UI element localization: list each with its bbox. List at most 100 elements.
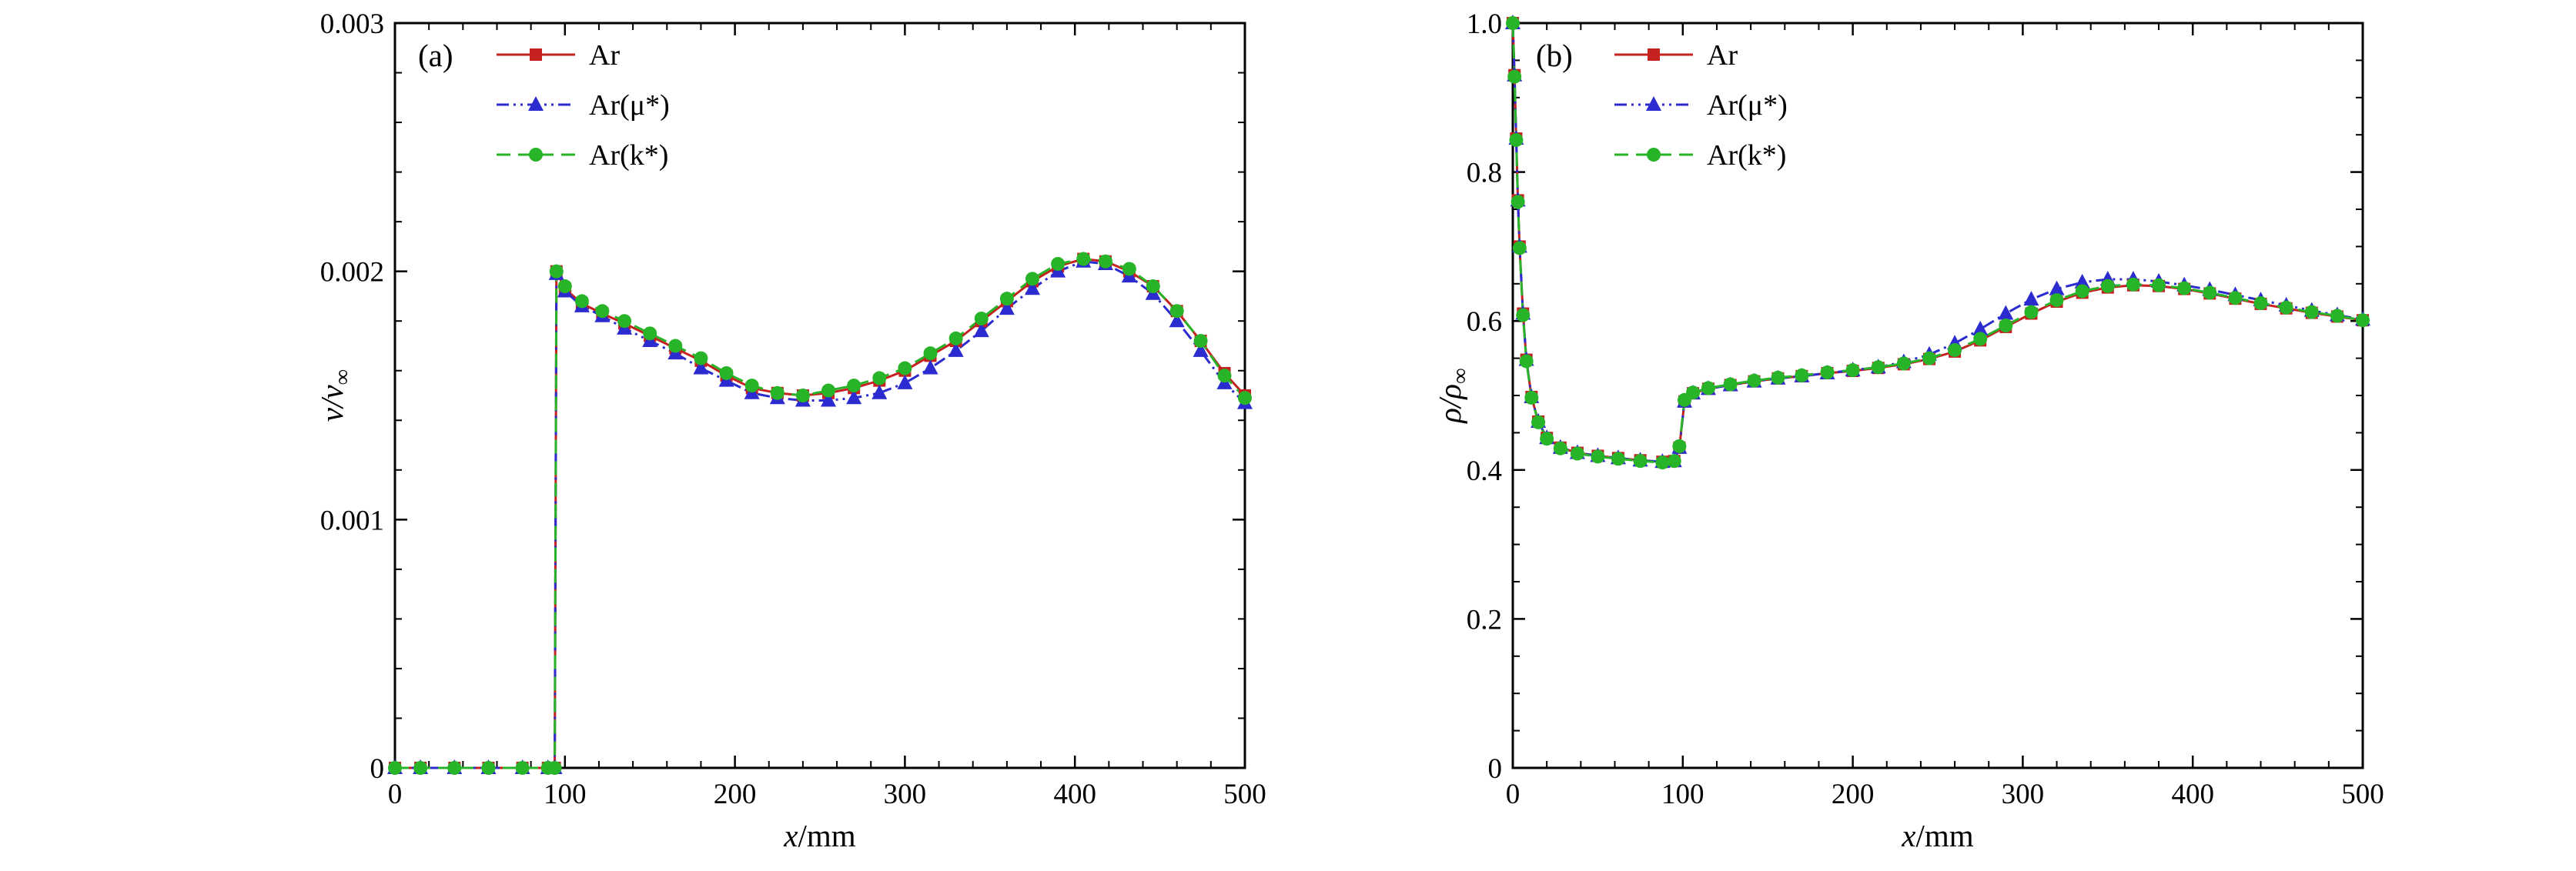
circle-marker [1122, 262, 1136, 276]
ticks [393, 22, 1246, 769]
circle-marker [1655, 456, 1670, 470]
y-tick-label: 0.6 [1467, 306, 1502, 338]
circle-marker [1098, 254, 1112, 269]
circle-marker [1723, 377, 1738, 392]
circle-marker [1540, 432, 1554, 446]
circle-marker [1524, 390, 1539, 405]
circle-marker [1506, 16, 1520, 30]
circle-marker [1519, 354, 1534, 369]
circle-marker [595, 304, 610, 319]
circle-marker [549, 264, 564, 279]
circle-marker [643, 326, 657, 341]
circle-marker [1512, 241, 1527, 255]
circle-marker [1217, 369, 1232, 383]
series-lines [395, 258, 1246, 769]
circle-marker [668, 339, 683, 353]
y-tick-label: 0.4 [1467, 456, 1502, 487]
circle-marker [1667, 454, 1681, 469]
x-tick-label: 400 [2171, 779, 2214, 810]
circle-marker [1922, 351, 1936, 365]
circle-marker [2049, 293, 2064, 308]
panel-label: (a) [418, 38, 453, 73]
triangle-marker [897, 374, 913, 389]
triangle-marker [1025, 280, 1040, 295]
legend-label: Ar(μ*) [1707, 89, 1788, 122]
circle-marker [744, 379, 759, 393]
x-tick-label: 100 [1661, 779, 1705, 810]
panel-b: 0 100 200 300 400 500 0 0.2 0.4 0.6 0.8 1.0 x/mm ρ/ρ∞… [1432, 8, 2384, 853]
legend: Ar Ar(μ*) Ar(k*) [497, 39, 670, 172]
circle-marker [1633, 454, 1648, 469]
triangle-marker [871, 384, 888, 399]
circle-marker [872, 371, 887, 385]
circle-marker [1570, 446, 1584, 461]
triangle-marker [821, 392, 837, 407]
circle-marker [999, 292, 1014, 306]
legend-label: Ar [589, 39, 620, 72]
square-marker [530, 48, 542, 61]
triangle-marker [973, 322, 989, 338]
circle-marker [2100, 279, 2115, 293]
triangle-marker [1646, 96, 1661, 111]
triangle-marker [999, 300, 1015, 315]
triangle-marker [2049, 280, 2065, 295]
circle-marker [1146, 279, 1160, 294]
triangle-marker [1193, 342, 1209, 357]
circle-marker [948, 331, 963, 345]
series-line-square [1511, 22, 2364, 463]
circle-marker [2024, 305, 2039, 319]
circle-marker [2253, 295, 2268, 310]
y-tick-label: 0.8 [1467, 158, 1502, 189]
x-tick-label: 500 [2341, 779, 2384, 810]
panel-label: (b) [1536, 38, 1573, 73]
circle-marker [694, 351, 708, 365]
legend-label: Ar(μ*) [589, 89, 670, 122]
y-tick-label: 0.2 [1467, 604, 1502, 636]
series-line-circle [395, 258, 1246, 769]
y-tick-label: 0.002 [320, 257, 384, 289]
circle-marker [1611, 452, 1625, 466]
circle-marker [2126, 277, 2140, 292]
x-axis-label: x/mm [783, 818, 855, 853]
circle-marker [2330, 309, 2344, 323]
circle-marker [1169, 304, 1184, 319]
circle-marker [1896, 356, 1911, 371]
circle-marker [557, 279, 572, 294]
circle-marker [529, 148, 543, 162]
circle-marker [1871, 360, 1885, 375]
x-tick-label: 300 [2002, 779, 2045, 810]
y-tick-label: 0 [370, 753, 385, 785]
circle-marker [2152, 278, 2166, 292]
circle-marker [2177, 281, 2192, 295]
circle-marker [1553, 441, 1567, 456]
x-tick-label: 300 [884, 779, 927, 810]
circle-marker [547, 761, 562, 775]
circle-marker [2203, 285, 2217, 300]
circle-marker [821, 383, 836, 398]
y-tick-label: 0.001 [320, 505, 384, 536]
triangle-marker [922, 359, 938, 375]
circle-marker [1238, 391, 1252, 405]
y-tick-label: 0 [1488, 753, 1503, 785]
circle-marker [481, 761, 496, 775]
panel-a: 0 100 200 300 400 500 0 0.001 0.002 0.003 x/mm v/v∞… [314, 8, 1266, 853]
circle-marker [388, 761, 402, 775]
circle-marker [923, 346, 938, 361]
square-marker [1648, 48, 1660, 61]
circle-marker [1701, 381, 1715, 395]
x-tick-label: 0 [1506, 779, 1521, 810]
triangle-marker [528, 96, 544, 111]
circle-marker [1516, 308, 1531, 322]
plot-frame [393, 22, 1246, 769]
circle-marker [515, 761, 530, 775]
circle-marker [1591, 449, 1605, 464]
ticks [1511, 22, 2364, 769]
x-axis-label: x/mm [1901, 818, 1973, 853]
triangle-marker [693, 359, 709, 375]
x-tick-label: 400 [1053, 779, 1096, 810]
legend-label: Ar(k*) [589, 139, 668, 172]
circle-marker [447, 761, 462, 775]
series-line-triangle [1511, 22, 2364, 463]
x-tick-label: 100 [544, 779, 587, 810]
